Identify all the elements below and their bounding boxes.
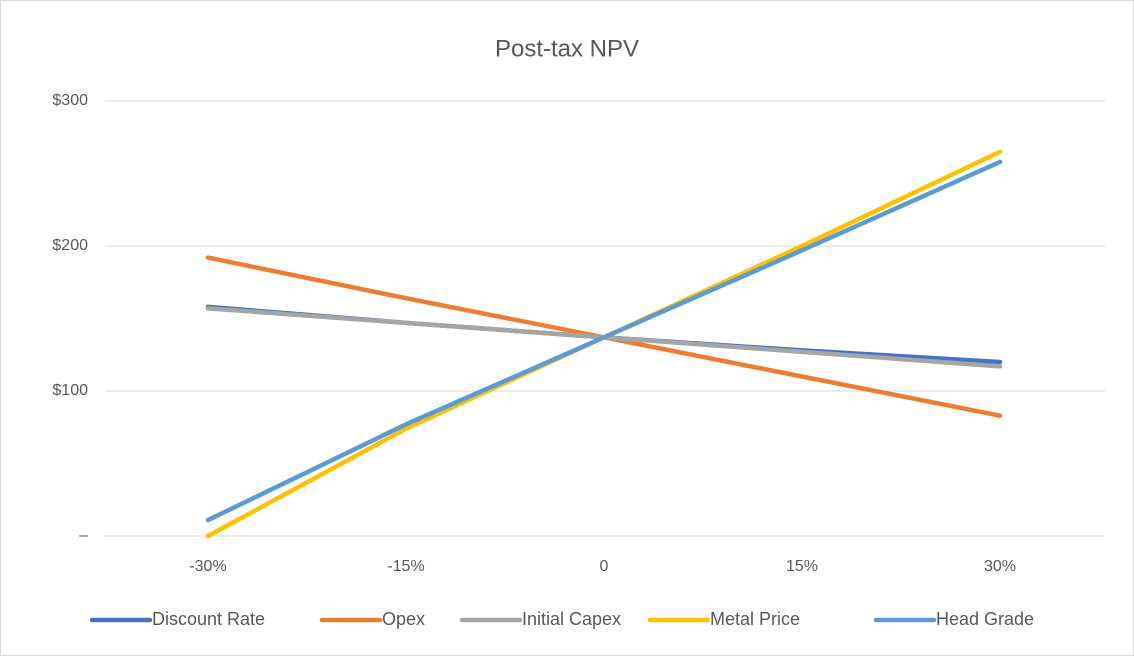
y-tick-label: $100 [52, 382, 88, 399]
x-tick-label: 30% [984, 558, 1016, 575]
legend-label: Opex [382, 609, 425, 629]
chart-title: Post-tax NPV [495, 35, 639, 62]
x-tick-label: -15% [387, 558, 424, 575]
y-tick-label: – [79, 527, 88, 544]
x-tick-label: 0 [600, 558, 609, 575]
series-line [205, 159, 1003, 523]
legend-label: Initial Capex [522, 609, 621, 629]
y-tick-label: $300 [52, 92, 88, 109]
legend-label: Head Grade [936, 609, 1034, 629]
x-tick-label: -30% [189, 558, 226, 575]
legend-label: Discount Rate [152, 609, 265, 629]
legend-label: Metal Price [710, 609, 800, 629]
x-tick-label: 15% [786, 558, 818, 575]
y-tick-label: $200 [52, 237, 88, 254]
